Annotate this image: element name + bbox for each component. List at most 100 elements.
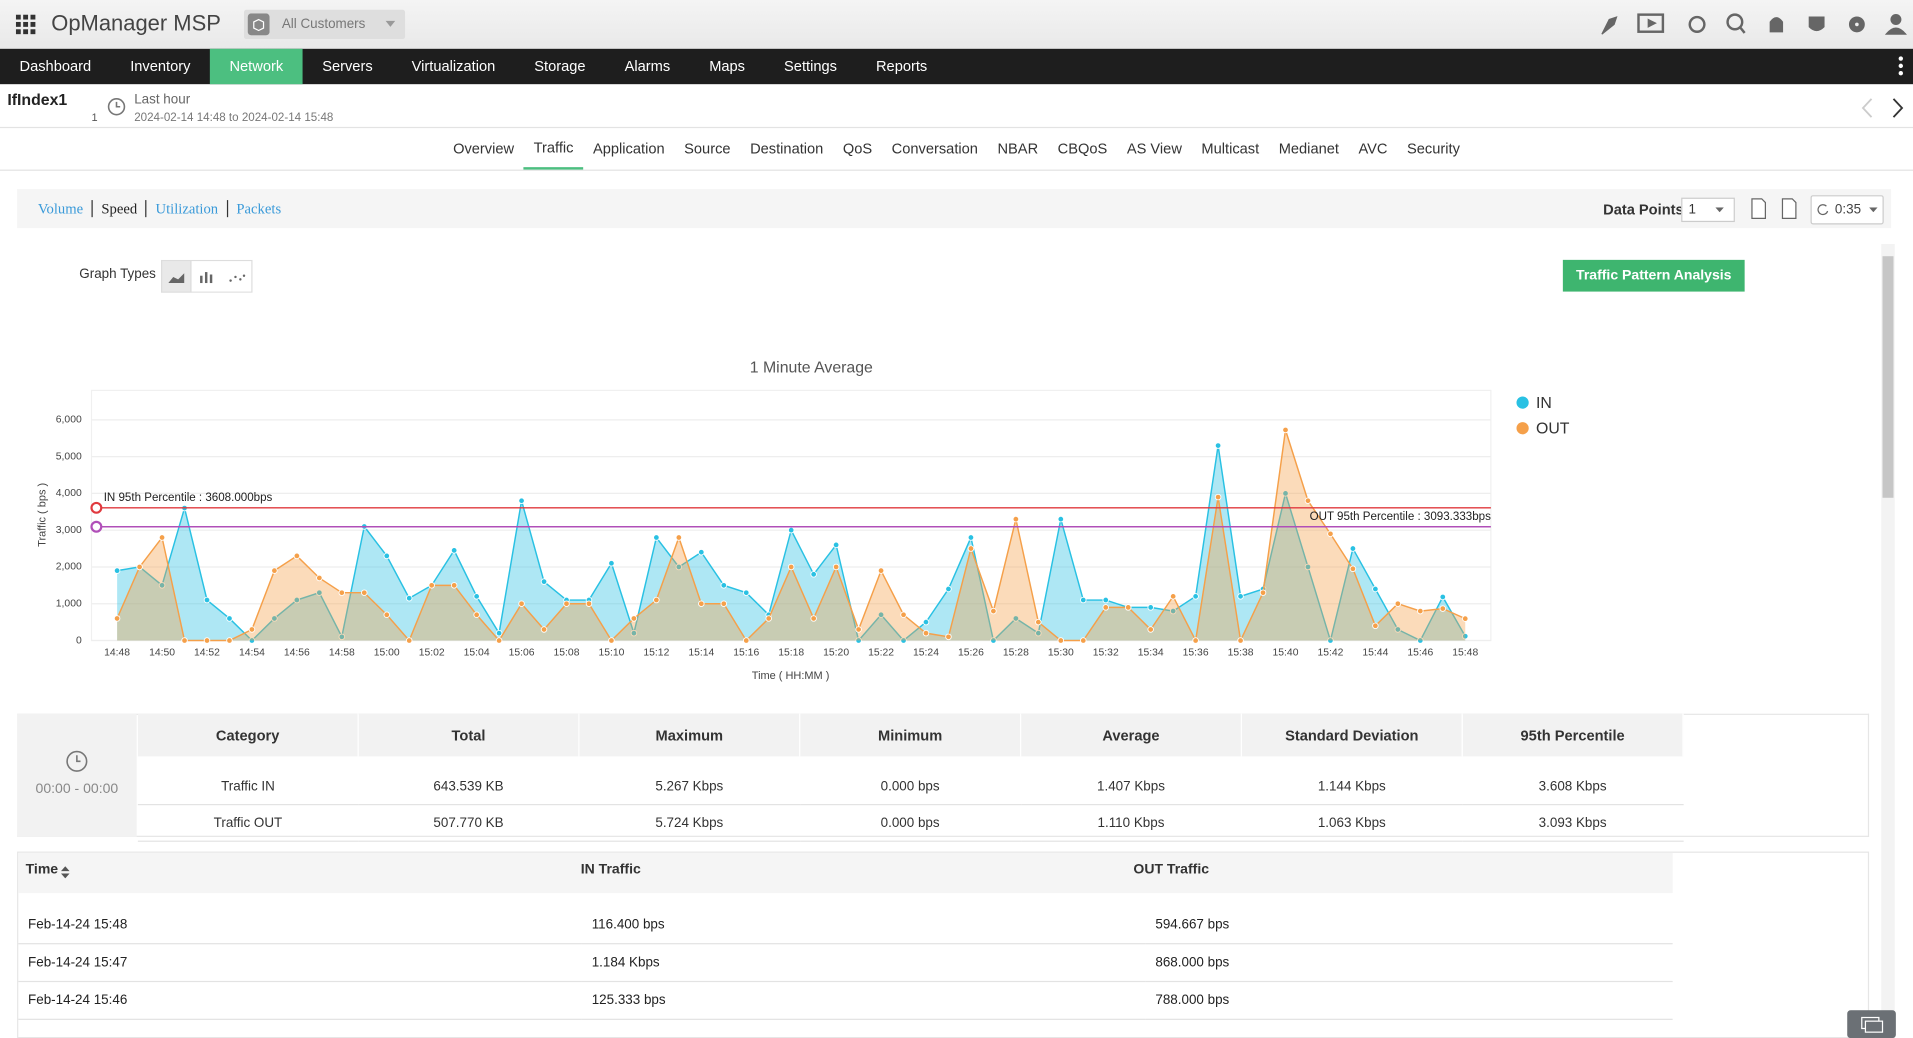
sub-tab[interactable]: Packets <box>236 200 282 218</box>
point <box>361 589 368 596</box>
point <box>630 629 638 637</box>
refresh-select[interactable]: 0:35 <box>1810 195 1884 225</box>
sub-tab[interactable]: Speed <box>93 200 147 218</box>
tab[interactable]: Destination <box>750 140 824 158</box>
chat-button[interactable] <box>1847 1010 1896 1038</box>
nav-item[interactable]: Dashboard <box>19 57 92 75</box>
column-header: 95th Percentile <box>1462 713 1684 757</box>
nav-item[interactable]: Maps <box>709 57 745 75</box>
cell: 868.000 bps <box>1145 943 1673 983</box>
point <box>1304 497 1312 504</box>
nav-item[interactable]: Storage <box>534 57 586 75</box>
point <box>405 637 413 644</box>
tab[interactable]: QoS <box>842 140 873 158</box>
column-header: Minimum <box>799 713 1022 757</box>
point <box>1214 493 1222 501</box>
pager-arrows[interactable] <box>1859 98 1908 119</box>
chart-title: 1 Minute Average <box>750 360 873 377</box>
column-header[interactable]: Time <box>25 862 59 878</box>
tab[interactable]: CBQoS <box>1057 140 1108 158</box>
point <box>990 637 997 644</box>
x-tick-label: 14:56 <box>284 647 310 658</box>
x-tick-label: 15:06 <box>509 647 535 658</box>
point <box>383 611 390 619</box>
x-tick-label: 15:44 <box>1362 647 1388 658</box>
cell: 1.407 Kbps <box>1020 768 1242 806</box>
nav-item[interactable]: Settings <box>784 57 837 75</box>
export-icons[interactable] <box>1750 198 1799 220</box>
tab[interactable]: AS View <box>1126 140 1182 158</box>
apps-icon[interactable] <box>15 14 37 36</box>
tab[interactable]: Security <box>1407 140 1460 158</box>
tab[interactable]: Traffic <box>523 128 584 170</box>
column-header: Average <box>1020 713 1242 757</box>
sort-icon[interactable] <box>61 866 70 879</box>
tab[interactable]: AVC <box>1358 140 1388 158</box>
point <box>271 615 278 622</box>
graph-type-buttons[interactable] <box>161 259 253 293</box>
x-tick-label: 15:02 <box>419 647 445 658</box>
tab[interactable]: Application <box>592 140 665 158</box>
point <box>113 567 121 574</box>
nav-item[interactable]: Virtualization <box>411 57 496 75</box>
cell: 125.333 bps <box>581 981 1146 1020</box>
point <box>1147 626 1154 633</box>
point <box>855 626 862 633</box>
scroll-thumb[interactable] <box>1882 256 1894 498</box>
nav-item[interactable]: Reports <box>875 57 928 75</box>
point <box>1394 626 1402 633</box>
cell: 643.539 KB <box>358 768 579 806</box>
percentile-marker <box>90 501 103 514</box>
y-tick-label: 0 <box>76 635 82 646</box>
customer-select[interactable]: All Customers <box>244 9 406 40</box>
point <box>1282 426 1289 434</box>
y-axis-label: Traffic ( bps ) <box>37 483 49 547</box>
point <box>1124 604 1132 611</box>
point <box>1080 637 1087 644</box>
point <box>922 618 930 626</box>
tab[interactable]: Source <box>684 140 731 158</box>
point <box>765 615 772 622</box>
x-tick-label: 15:34 <box>1138 647 1164 658</box>
tab[interactable]: Overview <box>453 140 515 158</box>
nav-item[interactable]: Servers <box>322 57 373 75</box>
nav-item[interactable]: Network <box>209 48 303 85</box>
x-tick-label: 15:20 <box>823 647 849 658</box>
range-label: Last hour <box>134 92 191 108</box>
more-icon[interactable] <box>1897 56 1904 76</box>
scrollbar[interactable] <box>1881 244 1895 1038</box>
point <box>720 582 728 589</box>
tab[interactable]: Conversation <box>891 140 978 158</box>
point <box>967 534 975 541</box>
tab[interactable]: Multicast <box>1201 140 1260 158</box>
point <box>113 615 121 622</box>
point <box>810 571 817 578</box>
tab[interactable]: NBAR <box>997 140 1039 158</box>
x-tick-label: 15:38 <box>1228 647 1254 658</box>
tab[interactable]: Medianet <box>1278 140 1339 158</box>
refresh-icon <box>1817 204 1829 216</box>
x-tick-label: 15:26 <box>958 647 984 658</box>
x-tick-label: 15:28 <box>1003 647 1029 658</box>
x-tick-label: 15:12 <box>643 647 669 658</box>
point <box>675 563 683 571</box>
tab-bar: Overview Traffic Application Source Destinat… <box>0 126 1913 171</box>
sub-tab[interactable]: Utilization <box>147 200 228 218</box>
nav-item[interactable]: Inventory <box>130 57 191 75</box>
point <box>1057 515 1065 523</box>
y-tick-label: 4,000 <box>56 488 82 499</box>
nav-item[interactable]: Alarms <box>624 57 671 75</box>
point <box>1192 637 1199 644</box>
sub-tab[interactable]: Volume <box>29 200 93 218</box>
point <box>608 560 615 567</box>
data-points-select[interactable]: 1 <box>1681 197 1735 223</box>
traffic-pattern-button[interactable]: Traffic Pattern Analysis <box>1562 259 1745 292</box>
cell: Feb-14-24 15:48 <box>18 906 582 945</box>
point <box>1349 545 1357 552</box>
toolbar-icons[interactable] <box>1592 10 1913 42</box>
detail-row: Feb-14-24 15:47 1.184 Kbps 868.000 bps <box>18 943 1673 983</box>
percentile-label: IN 95th Percentile : 3608.000bps <box>104 492 273 504</box>
x-axis-label: Time ( HH:MM ) <box>752 670 830 682</box>
point <box>1327 637 1334 644</box>
